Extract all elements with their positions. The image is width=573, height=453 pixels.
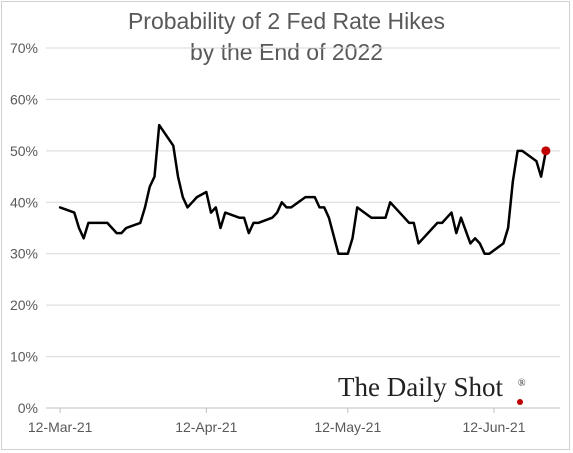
y-tick-label: 30%	[10, 246, 38, 262]
axes: 0% 10% 20% 30% 40% 50% 60% 70% 12-Mar-21 12-Apr-2…	[10, 40, 560, 435]
x-tick-label: 12-May-21	[314, 419, 381, 435]
x-tick-label: 12-Apr-21	[175, 419, 237, 435]
y-tick-label: 60%	[10, 91, 38, 107]
y-tick-label: 20%	[10, 297, 38, 313]
logo-registered-mark: ®	[518, 378, 526, 389]
y-tick-label: 10%	[10, 349, 38, 365]
y-tick-label: 70%	[10, 40, 38, 56]
gridlines	[46, 47, 560, 358]
x-tick-label: 12-Jun-21	[462, 419, 525, 435]
y-tick-label: 50%	[10, 143, 38, 159]
chart-title: Probability of 2 Fed Rate Hikes by the E…	[0, 6, 573, 68]
chart-title-line-1: Probability of 2 Fed Rate Hikes	[127, 8, 446, 34]
y-tick-label: 40%	[10, 194, 38, 210]
logo-text: The Daily Shot	[338, 372, 503, 402]
x-tick-label: 12-Mar-21	[28, 419, 93, 435]
chart-title-line-2: by the End of 2022	[189, 39, 384, 65]
series-line	[58, 123, 548, 255]
last-point-marker	[541, 146, 551, 156]
series	[58, 123, 551, 255]
daily-shot-logo: The Daily Shot ®	[338, 372, 526, 405]
logo-dot	[517, 399, 523, 405]
y-tick-label: 0%	[18, 400, 38, 416]
